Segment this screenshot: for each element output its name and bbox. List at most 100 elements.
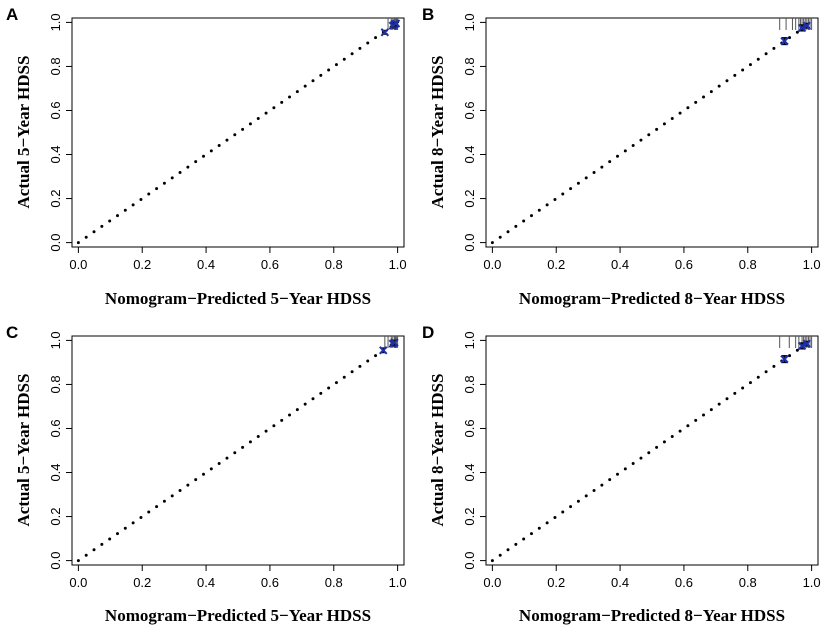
y-tick-label: 0.0 — [48, 234, 63, 252]
y-tick-label: 0.2 — [462, 190, 477, 208]
reference-diagonal — [490, 20, 814, 245]
calibration-point — [780, 36, 789, 46]
calibration-point — [380, 28, 390, 37]
reference-line — [490, 20, 814, 245]
y-tick-label: 0.6 — [462, 419, 477, 437]
y-tick-label: 0.4 — [462, 463, 477, 481]
y-tick-label: 0.0 — [462, 234, 477, 252]
y-tick-label: 0.2 — [48, 508, 63, 526]
x-tick-label: 0.6 — [675, 257, 693, 272]
y-tick-label: 1.0 — [462, 13, 477, 31]
x-tick-label: 0.2 — [547, 257, 565, 272]
plot-frame — [71, 335, 405, 566]
x-tick-label: 0.6 — [261, 575, 279, 590]
x-tick-label: 0.0 — [483, 257, 501, 272]
calibration-point — [797, 341, 807, 351]
y-axis-title: Actual 5−Year HDSS — [14, 374, 33, 527]
y-tick-label: 0.2 — [48, 190, 63, 208]
panel-letter: A — [6, 5, 18, 24]
panel-c: C 0.0 0.2 0.4 0.6 0.8 1.0 0.00.20.40.60.81.0 … — [6, 323, 407, 625]
y-tick-label: 0.8 — [48, 57, 63, 75]
panel-letter: D — [422, 323, 434, 342]
y-tick-label: 0.2 — [462, 508, 477, 526]
x-tick-label: 0.4 — [611, 575, 629, 590]
x-tick-label: 0.0 — [69, 257, 87, 272]
x-axis-title: Nomogram−Predicted 5−Year HDSS — [105, 606, 371, 625]
x-tick-label: 0.2 — [547, 575, 565, 590]
x-axis-title: Nomogram−Predicted 8−Year HDSS — [519, 606, 785, 625]
x-tick-label: 0.2 — [133, 575, 151, 590]
y-tick-label: 0.0 — [48, 552, 63, 570]
x-tick-label: 0.8 — [739, 257, 757, 272]
calibration-points — [780, 339, 812, 364]
reference-diagonal — [490, 338, 814, 563]
x-tick-label: 0.8 — [325, 575, 343, 590]
y-tick-label: 0.8 — [48, 375, 63, 393]
y-tick-label: 0.8 — [462, 375, 477, 393]
x-axis-title: Nomogram−Predicted 5−Year HDSS — [105, 289, 371, 308]
calibration-point — [802, 339, 812, 348]
y-tick-label: 0.6 — [462, 101, 477, 119]
calibration-points — [379, 338, 399, 355]
plot-frame — [485, 17, 819, 248]
x-tick-label: 1.0 — [803, 257, 821, 272]
y-tick-label: 1.0 — [48, 13, 63, 31]
calibration-points — [380, 19, 401, 37]
x-tick-label: 0.4 — [197, 575, 215, 590]
calibration-point — [780, 354, 789, 364]
x-tick-label: 0.4 — [611, 257, 629, 272]
y-axis-title: Actual 8−Year HDSS — [428, 374, 447, 527]
y-tick-label: 0.0 — [462, 552, 477, 570]
panel-d: D 0.0 0.2 0.4 0.6 0.8 1.0 0.00.20.40.60.81.0 … — [422, 323, 821, 625]
y-axis-ticks: 0.0 0.2 0.4 0.6 0.8 1.0 — [462, 13, 486, 252]
calibration-point — [379, 346, 388, 355]
reference-line — [76, 20, 400, 245]
y-tick-label: 1.0 — [48, 331, 63, 349]
y-tick-label: 1.0 — [462, 331, 477, 349]
x-tick-label: 1.0 — [389, 257, 407, 272]
y-axis-ticks: 0.0 0.2 0.4 0.6 0.8 1.0 — [48, 331, 72, 570]
calibration-point — [802, 21, 812, 30]
plot-frame — [485, 335, 819, 566]
x-tick-label: 0.6 — [675, 575, 693, 590]
y-axis-title: Actual 5−Year HDSS — [14, 56, 33, 209]
reference-diagonal — [76, 20, 400, 245]
calibration-points — [780, 21, 812, 46]
panel-letter: C — [6, 323, 18, 342]
calibration-point — [391, 19, 401, 28]
reference-diagonal — [76, 338, 400, 563]
y-axis-ticks: 0.0 0.2 0.4 0.6 0.8 1.0 — [48, 13, 72, 252]
panel-a: A 0.0 0.2 0.4 0.6 0.8 1.0 0.00.20.40.60.81.0 … — [6, 5, 407, 308]
x-tick-label: 1.0 — [389, 575, 407, 590]
x-axis-ticks: 0.0 0.2 0.4 0.6 0.8 1.0 — [483, 565, 821, 590]
x-tick-label: 0.2 — [133, 257, 151, 272]
panel-letter: B — [422, 5, 434, 24]
x-tick-label: 1.0 — [803, 575, 821, 590]
x-tick-label: 0.0 — [69, 575, 87, 590]
x-axis-title: Nomogram−Predicted 8−Year HDSS — [519, 289, 785, 308]
calibration-point — [797, 23, 807, 33]
plot-frame — [71, 17, 405, 248]
y-tick-label: 0.8 — [462, 57, 477, 75]
x-tick-label: 0.0 — [483, 575, 501, 590]
calibration-point — [390, 338, 399, 347]
y-tick-label: 0.6 — [48, 101, 63, 119]
panel-b: B 0.0 0.2 0.4 0.6 0.8 1.0 0.00.20.40.60.81.0 … — [422, 5, 821, 308]
x-tick-label: 0.8 — [739, 575, 757, 590]
x-axis-ticks: 0.0 0.2 0.4 0.6 0.8 1.0 — [483, 247, 821, 272]
x-tick-label: 0.8 — [325, 257, 343, 272]
y-tick-label: 0.6 — [48, 419, 63, 437]
reference-line — [76, 338, 400, 563]
y-tick-label: 0.4 — [462, 145, 477, 163]
x-axis-ticks: 0.0 0.2 0.4 0.6 0.8 1.0 — [69, 247, 407, 272]
x-tick-label: 0.6 — [261, 257, 279, 272]
reference-line — [490, 338, 814, 563]
y-tick-label: 0.4 — [48, 463, 63, 481]
y-axis-ticks: 0.0 0.2 0.4 0.6 0.8 1.0 — [462, 331, 486, 570]
x-tick-label: 0.4 — [197, 257, 215, 272]
x-axis-ticks: 0.0 0.2 0.4 0.6 0.8 1.0 — [69, 565, 407, 590]
y-axis-title: Actual 8−Year HDSS — [428, 56, 447, 209]
y-tick-label: 0.4 — [48, 145, 63, 163]
